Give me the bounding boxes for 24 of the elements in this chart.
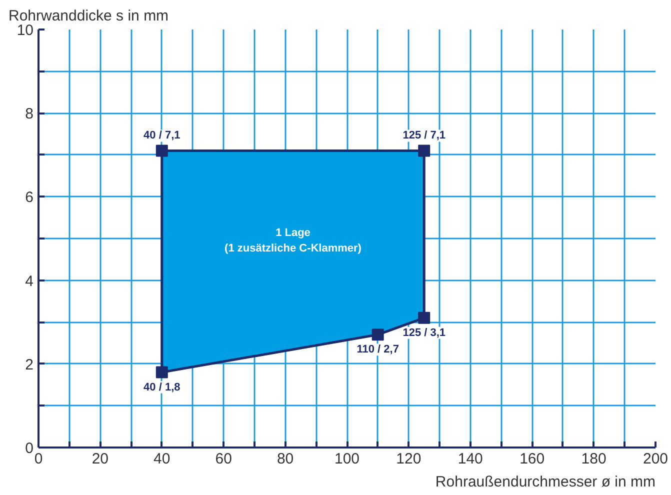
- y-tick-label: 2: [25, 356, 34, 374]
- data-label: 110 / 2,7: [356, 344, 399, 356]
- x-tick-label: 40: [154, 450, 170, 468]
- y-axis-title: Rohrwanddicke s in mm: [8, 8, 169, 24]
- x-tick-label: 180: [581, 450, 606, 468]
- x-tick-label: 100: [334, 450, 360, 468]
- y-tick-label: 10: [16, 22, 34, 39]
- data-label: 125 / 3,1: [402, 326, 446, 339]
- data-label: 125 / 7,1: [402, 130, 446, 142]
- x-tick-label: 140: [458, 450, 483, 468]
- x-tick-label: 60: [215, 450, 232, 468]
- data-label: 40 / 7,1: [144, 130, 180, 142]
- x-axis-title: Rohraußendurchmesser ø in mm: [435, 474, 656, 490]
- x-tick-label: 160: [520, 450, 545, 468]
- y-tick-label: 8: [25, 106, 34, 123]
- x-tick-label: 200: [642, 450, 668, 468]
- x-tick-label: 20: [92, 450, 109, 468]
- x-tick-label: 80: [276, 450, 294, 468]
- data-label: 40 / 1,8: [144, 381, 180, 394]
- y-tick-label: 6: [25, 189, 34, 206]
- x-tick-label: 120: [396, 450, 422, 468]
- y-tick-label: 4: [25, 272, 34, 290]
- y-tick-label: 0: [25, 440, 34, 457]
- series-label: 1 Lage (1 zusätzliche C-Klammer): [224, 226, 362, 254]
